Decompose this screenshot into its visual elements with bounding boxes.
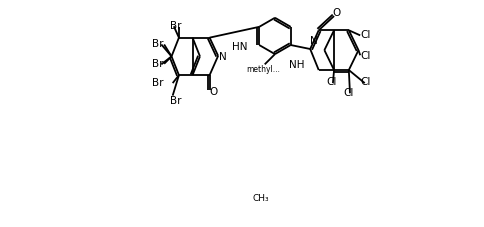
Text: N: N: [219, 52, 227, 62]
Text: Br: Br: [152, 58, 164, 68]
Text: Cl: Cl: [361, 50, 371, 60]
Text: O: O: [332, 7, 340, 17]
Text: O: O: [210, 87, 218, 97]
Text: Cl: Cl: [344, 87, 354, 97]
Text: Cl: Cl: [361, 30, 371, 40]
Text: Br: Br: [152, 78, 164, 88]
Text: HN: HN: [232, 41, 247, 51]
Text: NH: NH: [289, 60, 304, 70]
Text: Cl: Cl: [327, 77, 337, 87]
Text: methyl...: methyl...: [247, 65, 281, 74]
Text: Cl: Cl: [361, 77, 371, 87]
Text: Br: Br: [170, 95, 182, 105]
Text: Br: Br: [152, 39, 164, 49]
Text: N: N: [310, 36, 318, 46]
Text: CH₃: CH₃: [253, 194, 269, 202]
Text: Br: Br: [170, 20, 182, 30]
